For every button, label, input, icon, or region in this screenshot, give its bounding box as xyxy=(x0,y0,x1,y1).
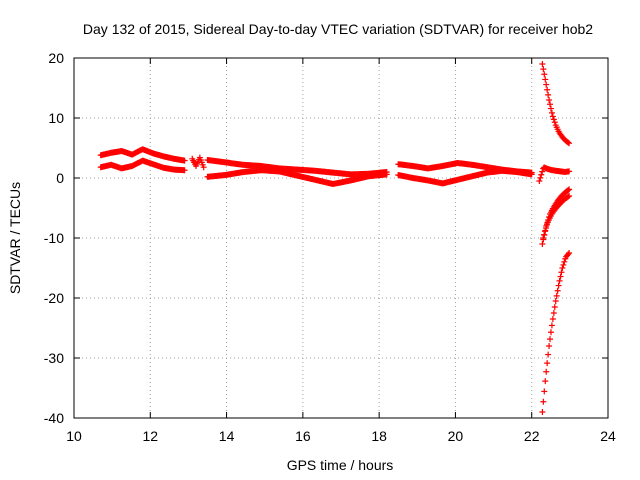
series-band-a-upper xyxy=(97,146,188,164)
data-point xyxy=(550,116,557,123)
data-point xyxy=(181,167,188,174)
data-point xyxy=(565,193,572,200)
data-point xyxy=(541,388,548,395)
x-axis-label: GPS time / hours xyxy=(287,457,394,473)
y-tick-label: 20 xyxy=(48,50,64,66)
y-axis-label: SDTVAR / TECUs xyxy=(7,182,23,294)
data-point xyxy=(546,343,553,349)
series-band-d-lower xyxy=(395,167,535,187)
data-point xyxy=(539,409,546,415)
axis-ticks: 10 12 14 16 18 20 22 24 -40 -30 -20 -10 0 10 20 xyxy=(44,50,616,444)
data-point xyxy=(560,261,567,268)
data-point xyxy=(544,86,551,93)
x-tick-label: 24 xyxy=(600,428,616,444)
y-tick-label: 10 xyxy=(48,110,64,126)
data-point xyxy=(540,398,547,405)
data-point xyxy=(539,241,546,247)
x-tick-label: 14 xyxy=(219,428,235,444)
data-point xyxy=(539,61,546,67)
data-point xyxy=(553,292,560,299)
data-point xyxy=(546,97,553,103)
data-points xyxy=(97,61,573,415)
data-point xyxy=(543,225,550,231)
data-point xyxy=(542,378,549,385)
data-point xyxy=(557,273,564,280)
data-point xyxy=(538,171,545,178)
x-tick-label: 12 xyxy=(142,428,158,444)
data-point xyxy=(537,174,544,181)
data-point xyxy=(566,193,573,199)
data-point xyxy=(549,316,556,322)
data-point xyxy=(542,228,549,235)
series-band-a-lower xyxy=(97,157,188,174)
x-tick-label: 20 xyxy=(448,428,464,444)
data-point xyxy=(566,140,573,147)
data-point xyxy=(555,282,562,289)
x-tick-label: 16 xyxy=(295,428,311,444)
data-point xyxy=(566,168,573,175)
data-point xyxy=(551,304,558,310)
data-point xyxy=(541,71,548,78)
data-point xyxy=(547,329,554,336)
x-tick-label: 10 xyxy=(66,428,82,444)
data-point xyxy=(540,235,547,241)
data-point xyxy=(547,105,554,112)
gridlines xyxy=(74,58,608,418)
data-point xyxy=(561,258,568,265)
data-point xyxy=(566,250,573,256)
series-spike-high xyxy=(539,61,573,147)
y-tick-label: 0 xyxy=(56,170,64,186)
data-point xyxy=(559,265,566,271)
x-tick-label: 18 xyxy=(371,428,387,444)
data-point xyxy=(558,269,565,276)
data-point xyxy=(542,76,549,83)
data-point xyxy=(566,186,573,193)
data-point xyxy=(548,322,555,329)
y-tick-label: -30 xyxy=(44,350,64,366)
series-dip-mid-2 xyxy=(540,193,573,241)
data-point xyxy=(383,171,390,178)
y-tick-label: -20 xyxy=(44,290,64,306)
data-point xyxy=(547,101,554,108)
data-point xyxy=(565,187,572,194)
series-mid-band xyxy=(536,164,573,184)
data-point xyxy=(540,66,547,73)
data-point xyxy=(528,171,535,178)
data-point xyxy=(544,221,550,228)
series-band-c-lower xyxy=(204,167,390,187)
x-tick-label: 22 xyxy=(524,428,540,444)
data-point xyxy=(536,178,543,184)
data-point xyxy=(544,360,551,367)
y-tick-label: -10 xyxy=(44,230,64,246)
data-point xyxy=(543,368,550,375)
data-point xyxy=(539,168,546,175)
data-point xyxy=(551,119,558,126)
series-band-b xyxy=(189,154,207,171)
data-point xyxy=(547,336,554,343)
chart-title: Day 132 of 2015, Sidereal Day-to-day VTE… xyxy=(83,21,593,37)
data-point xyxy=(556,277,563,284)
series-dip-low xyxy=(539,250,573,415)
data-point xyxy=(550,310,557,316)
data-point xyxy=(552,298,559,304)
data-point xyxy=(549,113,556,120)
data-point xyxy=(543,81,550,88)
data-point xyxy=(565,139,572,146)
data-point xyxy=(545,91,552,98)
data-point xyxy=(565,251,572,258)
data-point xyxy=(545,351,552,358)
data-point xyxy=(181,157,188,164)
data-point xyxy=(548,109,555,116)
y-tick-label: -40 xyxy=(44,410,64,426)
data-point xyxy=(541,231,548,238)
data-point xyxy=(554,287,561,294)
data-point xyxy=(200,164,207,171)
